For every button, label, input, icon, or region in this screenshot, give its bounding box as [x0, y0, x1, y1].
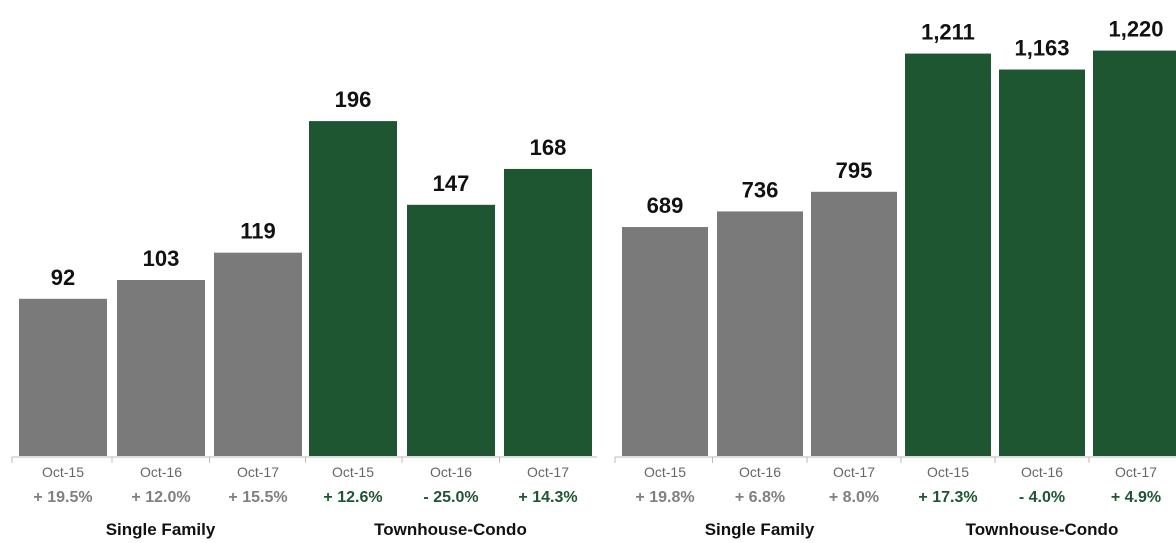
category-label: Oct-15	[644, 464, 686, 480]
bar-1-single-family-1	[19, 298, 107, 456]
value-label: 168	[530, 135, 567, 160]
change-label: - 4.0%	[1019, 489, 1065, 506]
change-label: + 4.9%	[1111, 489, 1161, 506]
change-label: + 19.5%	[33, 489, 92, 506]
value-label: 1,163	[1014, 36, 1069, 61]
change-label: + 15.5%	[228, 489, 287, 506]
category-label: Oct-15	[927, 464, 969, 480]
bar-1-single-family-3	[214, 252, 302, 456]
change-label: - 25.0%	[423, 489, 478, 506]
value-label: 103	[143, 246, 180, 271]
bar-2-townhouse-condo-2	[999, 69, 1085, 456]
value-label: 119	[240, 219, 276, 244]
category-label: Oct-16	[1021, 464, 1063, 480]
value-label: 736	[742, 177, 779, 202]
group-label: Townhouse-Condo	[374, 520, 527, 539]
bar-1-townhouse-condo-3	[504, 168, 592, 456]
bar-2-townhouse-condo-1	[905, 53, 991, 457]
bar-2-single-family-3	[811, 191, 897, 457]
bar-1-single-family-2	[117, 280, 205, 456]
category-label: Oct-17	[833, 464, 875, 480]
category-label: Oct-15	[332, 464, 374, 480]
value-label: 1,211	[921, 20, 975, 45]
group-label: Single Family	[106, 520, 216, 539]
category-label: Oct-17	[237, 464, 279, 480]
change-label: + 19.8%	[635, 489, 694, 506]
category-label: Oct-15	[42, 464, 84, 480]
change-label: + 14.3%	[518, 489, 577, 506]
category-label: Oct-16	[140, 464, 182, 480]
value-label: 1,220	[1108, 17, 1163, 42]
value-label: 196	[335, 87, 372, 112]
group-label: Single Family	[705, 520, 815, 539]
value-label: 147	[433, 171, 470, 196]
bar-2-single-family-2	[717, 211, 803, 456]
bar-1-townhouse-condo-1	[309, 121, 397, 457]
category-label: Oct-17	[1115, 464, 1157, 480]
change-label: + 17.3%	[918, 489, 977, 506]
value-label: 689	[647, 193, 684, 218]
category-label: Oct-16	[430, 464, 472, 480]
category-label: Oct-16	[739, 464, 781, 480]
bar-1-townhouse-condo-2	[407, 204, 495, 456]
group-label: Townhouse-Condo	[966, 520, 1119, 539]
value-label: 92	[51, 265, 75, 290]
change-label: + 6.8%	[735, 489, 785, 506]
bar-2-single-family-1	[622, 227, 708, 456]
bar-2-townhouse-condo-3	[1093, 50, 1176, 456]
change-label: + 12.0%	[131, 489, 190, 506]
value-label: 795	[836, 158, 873, 183]
change-label: + 8.0%	[829, 489, 879, 506]
change-label: + 12.6%	[323, 489, 382, 506]
category-label: Oct-17	[527, 464, 569, 480]
